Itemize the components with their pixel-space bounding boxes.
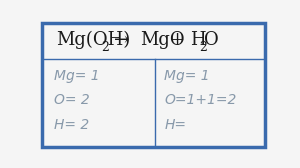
Text: 2: 2 xyxy=(102,41,110,54)
Text: O= 2: O= 2 xyxy=(54,93,89,107)
Text: H: H xyxy=(190,31,206,49)
Text: MgO: MgO xyxy=(140,31,184,49)
Text: H= 2: H= 2 xyxy=(54,118,89,132)
Text: O: O xyxy=(204,31,218,49)
Text: →: → xyxy=(114,31,129,49)
Text: Mg(OH): Mg(OH) xyxy=(56,31,130,49)
Text: O=1+1=2: O=1+1=2 xyxy=(164,93,237,107)
Text: Mg= 1: Mg= 1 xyxy=(54,69,99,83)
Text: +: + xyxy=(169,31,184,49)
Text: 2: 2 xyxy=(199,41,207,54)
Text: Mg= 1: Mg= 1 xyxy=(164,69,210,83)
FancyBboxPatch shape xyxy=(42,23,266,147)
Text: H=: H= xyxy=(164,118,186,132)
